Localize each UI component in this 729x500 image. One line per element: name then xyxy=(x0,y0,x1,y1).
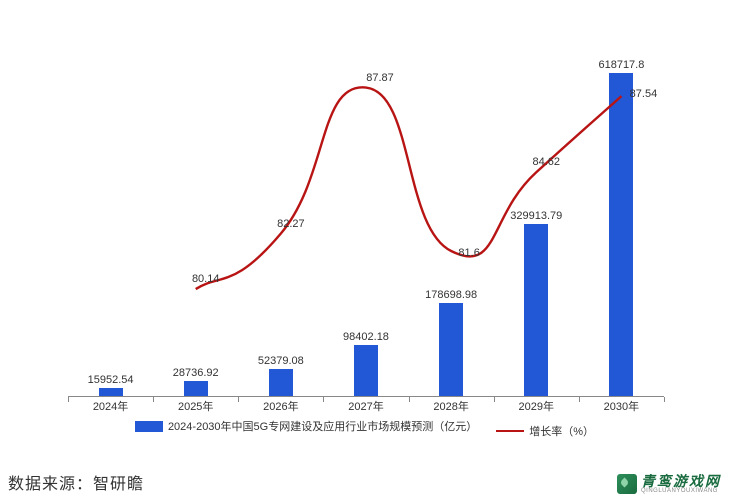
bar-value-label: 618717.8 xyxy=(586,59,656,71)
legend-label-bar: 2024-2030年中国5G专网建设及应用行业市场规模预测（亿元） xyxy=(168,418,477,434)
bar-value-label: 15952.54 xyxy=(76,374,146,386)
plot-area: 15952.54 28736.92 52379.08 98402.18 178698.9… xyxy=(68,32,664,397)
legend: 2024-2030年中国5G专网建设及应用行业市场规模预测（亿元） 增长率（%） xyxy=(0,418,729,439)
source-label: 数据来源： xyxy=(8,476,93,493)
x-tick-mark xyxy=(323,397,324,402)
bar-value-label: 178698.98 xyxy=(416,289,486,301)
line-value-label: 81.6 xyxy=(458,247,479,259)
x-tick: 2025年 xyxy=(166,398,226,414)
line-value-label: 87.54 xyxy=(630,88,658,100)
watermark-sub: QINGLUANYOUXIWANG xyxy=(641,488,721,494)
line-value-label: 87.87 xyxy=(366,72,394,84)
x-tick-mark xyxy=(664,397,665,402)
source-value: 智研瞻 xyxy=(93,476,144,493)
line-value-label: 80.14 xyxy=(192,273,220,285)
growth-line xyxy=(196,87,622,289)
x-tick: 2024年 xyxy=(81,398,141,414)
x-tick-mark xyxy=(409,397,410,402)
legend-label-line: 增长率（%） xyxy=(529,423,594,439)
x-tick: 2029年 xyxy=(506,398,566,414)
x-tick-mark xyxy=(68,397,69,402)
watermark-text: 青鸾游戏网 QINGLUANYOUXIWANG xyxy=(641,474,721,494)
x-tick-mark xyxy=(153,397,154,402)
parrot-icon xyxy=(617,474,637,494)
x-tick-mark xyxy=(238,397,239,402)
x-tick-mark xyxy=(494,397,495,402)
legend-swatch-bar xyxy=(135,421,163,432)
footer: 数据来源：智研瞻 青鸾游戏网 QINGLUANYOUXIWANG xyxy=(8,470,721,494)
legend-swatch-line xyxy=(496,430,524,432)
data-source: 数据来源：智研瞻 xyxy=(8,470,144,494)
watermark-name: 青鸾游戏网 xyxy=(641,474,721,488)
line-value-label: 82.27 xyxy=(277,218,305,230)
x-tick: 2026年 xyxy=(251,398,311,414)
legend-item-line: 增长率（%） xyxy=(496,423,594,439)
x-tick: 2030年 xyxy=(591,398,651,414)
chart-container: 15952.54 28736.92 52379.08 98402.18 178698.9… xyxy=(68,32,694,397)
watermark: 青鸾游戏网 QINGLUANYOUXIWANG xyxy=(617,474,721,494)
x-tick: 2028年 xyxy=(421,398,481,414)
bar-value-label: 52379.08 xyxy=(246,355,316,367)
bar-value-label: 28736.92 xyxy=(161,367,231,379)
bar-value-label: 98402.18 xyxy=(331,331,401,343)
bar-value-label: 329913.79 xyxy=(501,210,571,222)
legend-item-bar: 2024-2030年中国5G专网建设及应用行业市场规模预测（亿元） xyxy=(135,418,477,434)
line-value-label: 84.62 xyxy=(533,156,561,168)
x-tick-mark xyxy=(579,397,580,402)
x-tick: 2027年 xyxy=(336,398,396,414)
